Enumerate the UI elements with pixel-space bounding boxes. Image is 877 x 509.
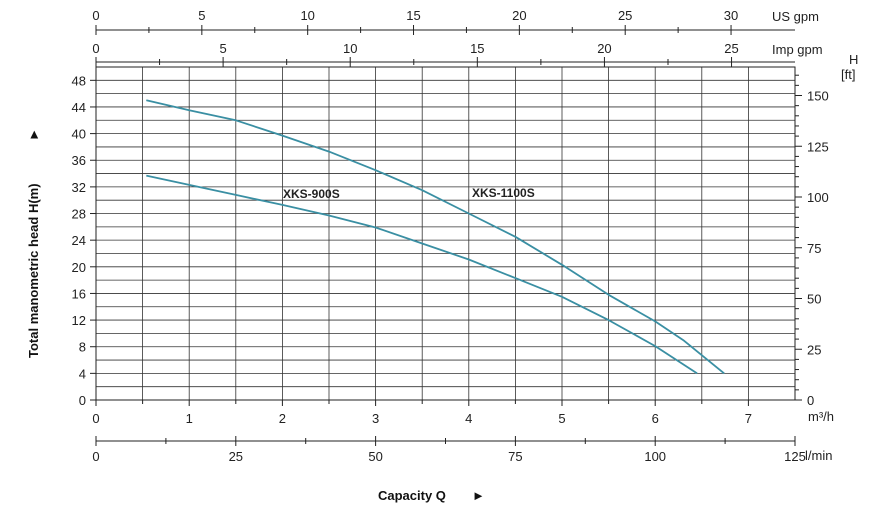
y-axis-title-text: Total manometric head H(m) <box>26 183 41 358</box>
x-tick-label-lmin: 75 <box>508 449 522 464</box>
unit-imp-gpm: Imp gpm <box>772 42 823 57</box>
y-tick-label-m: 44 <box>72 100 86 115</box>
y-tick-label-m: 12 <box>72 313 86 328</box>
x-tick-label-imp-gpm: 0 <box>92 41 99 56</box>
x-tick-label-m3h: 1 <box>186 411 193 426</box>
x-tick-label-us-gpm: 5 <box>198 8 205 23</box>
y-tick-label-m: 20 <box>72 260 86 275</box>
x-tick-label-m3h: 6 <box>652 411 659 426</box>
x-tick-label-m3h: 4 <box>465 411 472 426</box>
x-tick-label-lmin: 125 <box>784 449 806 464</box>
y-tick-label-m: 48 <box>72 73 86 88</box>
y-axis-title: Total manometric head H(m) ► <box>26 128 41 358</box>
x-axis-title: Capacity Q ► <box>378 488 485 503</box>
x-tick-label-imp-gpm: 5 <box>219 41 226 56</box>
x-axis-title-arrow: ► <box>472 488 485 503</box>
y-tick-label-ft: 100 <box>807 190 829 205</box>
plot-frame <box>95 66 796 401</box>
y-tick-label-m: 40 <box>72 127 86 142</box>
x-tick-label-us-gpm: 10 <box>300 8 314 23</box>
unit-m3h: m³/h <box>808 409 834 424</box>
x-tick-label-lmin: 50 <box>368 449 382 464</box>
x-tick-label-m3h: 3 <box>372 411 379 426</box>
x-tick-label-m3h: 2 <box>279 411 286 426</box>
y-tick-label-m: 4 <box>79 366 86 381</box>
series-layer <box>146 99 725 375</box>
y-tick-label-m: 0 <box>79 393 86 408</box>
x-tick-label-us-gpm: 25 <box>618 8 632 23</box>
y-tick-label-m: 16 <box>72 286 86 301</box>
x-tick-label-us-gpm: 20 <box>512 8 526 23</box>
series-label-xks-1100s: XKS-1100S <box>472 186 535 200</box>
y-tick-label-ft: 25 <box>807 342 821 357</box>
grid-layer <box>96 67 795 400</box>
series-line-xks-900s <box>146 174 698 375</box>
y-tick-label-ft: 125 <box>807 139 829 154</box>
x-tick-label-lmin: 25 <box>229 449 243 464</box>
x-tick-label-imp-gpm: 20 <box>597 41 611 56</box>
unit-h: H <box>849 52 858 67</box>
x-tick-label-us-gpm: 30 <box>724 8 738 23</box>
unit-lmin: l/min <box>805 448 832 463</box>
y-axis-title-arrow: ► <box>26 128 41 141</box>
y-tick-label-ft: 0 <box>807 393 814 408</box>
series-label-xks-900s: XKS-900S <box>283 187 340 201</box>
x-tick-label-m3h: 7 <box>745 411 752 426</box>
unit-ft: [ft] <box>841 67 855 82</box>
y-tick-label-m: 8 <box>79 340 86 355</box>
x-tick-label-imp-gpm: 15 <box>470 41 484 56</box>
x-axis-title-text: Capacity Q <box>378 488 446 503</box>
y-tick-label-m: 36 <box>72 153 86 168</box>
y-tick-label-m: 24 <box>72 233 86 248</box>
y-tick-label-ft: 75 <box>807 241 821 256</box>
x-tick-label-imp-gpm: 25 <box>724 41 738 56</box>
series-line-xks-1100s <box>146 99 725 375</box>
x-tick-label-us-gpm: 0 <box>92 8 99 23</box>
unit-us-gpm: US gpm <box>772 9 819 24</box>
x-tick-label-us-gpm: 15 <box>406 8 420 23</box>
x-tick-label-m3h: 5 <box>558 411 565 426</box>
x-tick-label-m3h: 0 <box>92 411 99 426</box>
x-tick-label-imp-gpm: 10 <box>343 41 357 56</box>
y-tick-label-m: 32 <box>72 180 86 195</box>
y-tick-label-m: 28 <box>72 207 86 222</box>
x-tick-label-lmin: 0 <box>92 449 99 464</box>
y-tick-label-ft: 50 <box>807 292 821 307</box>
y-tick-label-ft: 150 <box>807 89 829 104</box>
x-tick-label-lmin: 100 <box>644 449 666 464</box>
